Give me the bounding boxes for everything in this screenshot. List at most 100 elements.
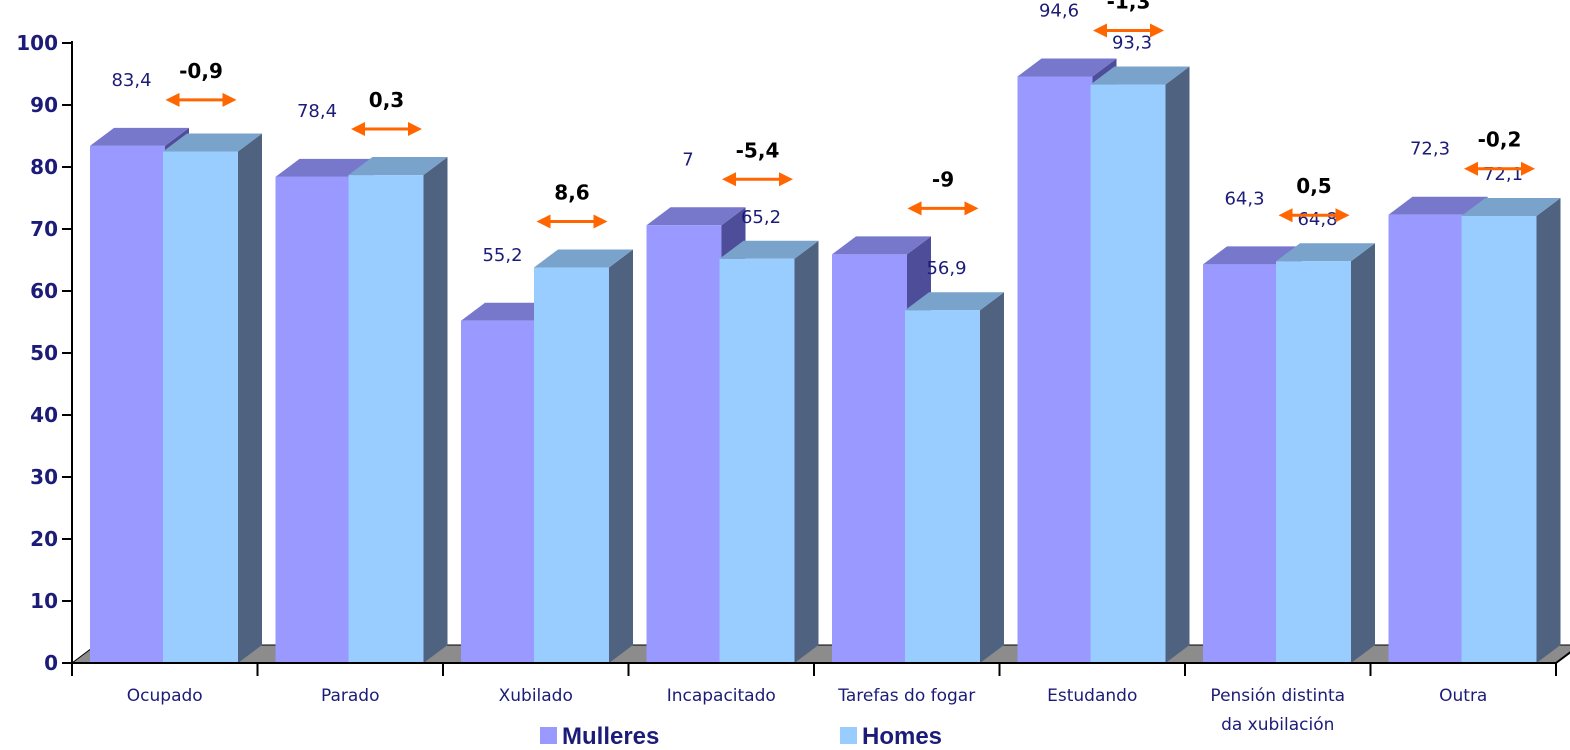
bar-homes-top [1090, 66, 1190, 85]
data-label-mulleres: 64,3 [1224, 188, 1264, 209]
y-tick-label: 60 [30, 279, 58, 303]
axes: 0 10 20 30 40 50 60 70 80 90 100 Ocupado Parado Xubil… [16, 31, 1570, 735]
category-label: da xubilación [1221, 715, 1334, 735]
legend: Mulleres Homes [540, 723, 942, 750]
category-label: Tarefas do fogar [837, 686, 975, 706]
bar-homes-side [609, 249, 633, 663]
bar-homes-front [163, 151, 238, 663]
difference-label: -9 [932, 167, 954, 191]
data-label-mulleres: 94,6 [1039, 0, 1079, 21]
y-tick-label: 50 [30, 341, 58, 365]
y-tick-label: 70 [30, 217, 58, 241]
bar-homes-side [1536, 197, 1561, 664]
difference-label: -0,9 [179, 59, 223, 83]
difference-label: 0,3 [369, 88, 404, 112]
data-label-mulleres: 83,4 [111, 70, 151, 91]
bar-homes-front [1276, 261, 1351, 663]
bar-homes-top [163, 133, 262, 152]
arrowhead-right [222, 92, 237, 107]
y-tick-label: 80 [30, 155, 58, 179]
arrowhead-right [408, 122, 422, 137]
category-label: Estudando [1047, 686, 1137, 706]
arrowhead-right [779, 172, 793, 187]
data-label-homes: 72,1 [1483, 164, 1523, 185]
category-label: Pensión distinta [1210, 686, 1345, 706]
difference-label: -0,2 [1478, 128, 1522, 152]
category-label: Incapacitado [667, 686, 776, 706]
bar-mulleres-top [832, 236, 931, 255]
category-label: Xubilado [499, 686, 573, 706]
difference-label: 0,5 [1296, 174, 1331, 198]
bar-mulleres-front [646, 225, 722, 663]
bar-homes-side [1165, 66, 1190, 664]
y-tick-label: 30 [30, 465, 58, 489]
bar-homes-top [905, 292, 1004, 311]
data-label-homes: 64,8 [1297, 209, 1337, 230]
arrowhead-right [964, 201, 979, 216]
x-axis-depth-line [1555, 651, 1570, 664]
bar-mulleres-top [1017, 58, 1117, 77]
bar-mulleres-front [1017, 76, 1093, 664]
bar-group [90, 58, 1561, 664]
bar-homes-side [980, 292, 1004, 663]
bar-mulleres-top [275, 158, 375, 177]
bar-mulleres-front [275, 176, 351, 664]
arrowhead-right [1521, 161, 1535, 176]
bar-mulleres-front [832, 254, 907, 664]
bar-mulleres-top [90, 127, 189, 146]
data-label-mulleres: 7 [682, 149, 693, 170]
y-tick-label: 0 [44, 651, 58, 675]
bar-homes-top [1461, 197, 1561, 216]
bar-mulleres-top [1388, 196, 1488, 215]
bar-homes-front [534, 267, 609, 663]
data-label-homes: 93,3 [1112, 33, 1152, 54]
bar-mulleres-front [1388, 214, 1464, 664]
arrowhead-left [1278, 208, 1293, 223]
bar-homes-front [1461, 215, 1537, 664]
bar-homes-top [719, 240, 819, 259]
bar-homes-top [348, 157, 448, 176]
data-label-mulleres: 78,4 [297, 101, 337, 122]
bar-mulleres-top [646, 207, 746, 226]
arrowhead-left [1464, 161, 1478, 176]
data-label-mulleres: 55,2 [482, 245, 522, 266]
bar-homes-side [423, 157, 448, 663]
arrowhead-left [722, 172, 736, 187]
bar-homes-front [719, 258, 795, 663]
difference-label: 8,6 [554, 180, 589, 204]
arrowhead-left [165, 92, 180, 107]
bar-homes-side [238, 133, 262, 663]
bar-mulleres-front [90, 145, 165, 664]
y-tick-label: 20 [30, 527, 58, 551]
bar-homes-front [905, 310, 980, 663]
bar-homes-top [534, 249, 633, 268]
arrowhead-left [536, 214, 551, 229]
bar-homes-front [1090, 84, 1166, 664]
difference-label: -5,4 [736, 138, 780, 162]
data-label-homes: 56,9 [926, 258, 966, 279]
bar-homes-side [1351, 243, 1375, 664]
y-tick-label: 10 [30, 589, 58, 613]
bar-homes-front [348, 175, 424, 663]
y-tick-label: 90 [30, 93, 58, 117]
difference-annotations: -0,9 0,3 8,6 -5,4 -9 -1,3 0,5 -0,2 [165, 0, 1535, 229]
difference-label: -1,3 [1107, 0, 1151, 13]
legend-swatch [840, 727, 857, 744]
data-label-mulleres: 72,3 [1410, 139, 1450, 160]
category-label: Outra [1439, 686, 1487, 706]
bar-mulleres-front [461, 320, 536, 663]
bar-homes-top [1276, 243, 1375, 262]
y-tick-label: 100 [16, 31, 58, 55]
arrowhead-right [1150, 23, 1164, 38]
arrowhead-left [907, 201, 922, 216]
category-label: Ocupado [127, 686, 203, 706]
y-tick-label: 40 [30, 403, 58, 427]
category-label: Parado [321, 686, 380, 706]
data-label-homes: 65,2 [741, 207, 781, 228]
arrowhead-right [1335, 208, 1350, 223]
arrowhead-left [1093, 23, 1107, 38]
arrowhead-left [351, 122, 365, 137]
bar-mulleres-top [1203, 246, 1302, 265]
bar-mulleres-front [1203, 264, 1278, 663]
bar-homes-side [794, 240, 819, 663]
